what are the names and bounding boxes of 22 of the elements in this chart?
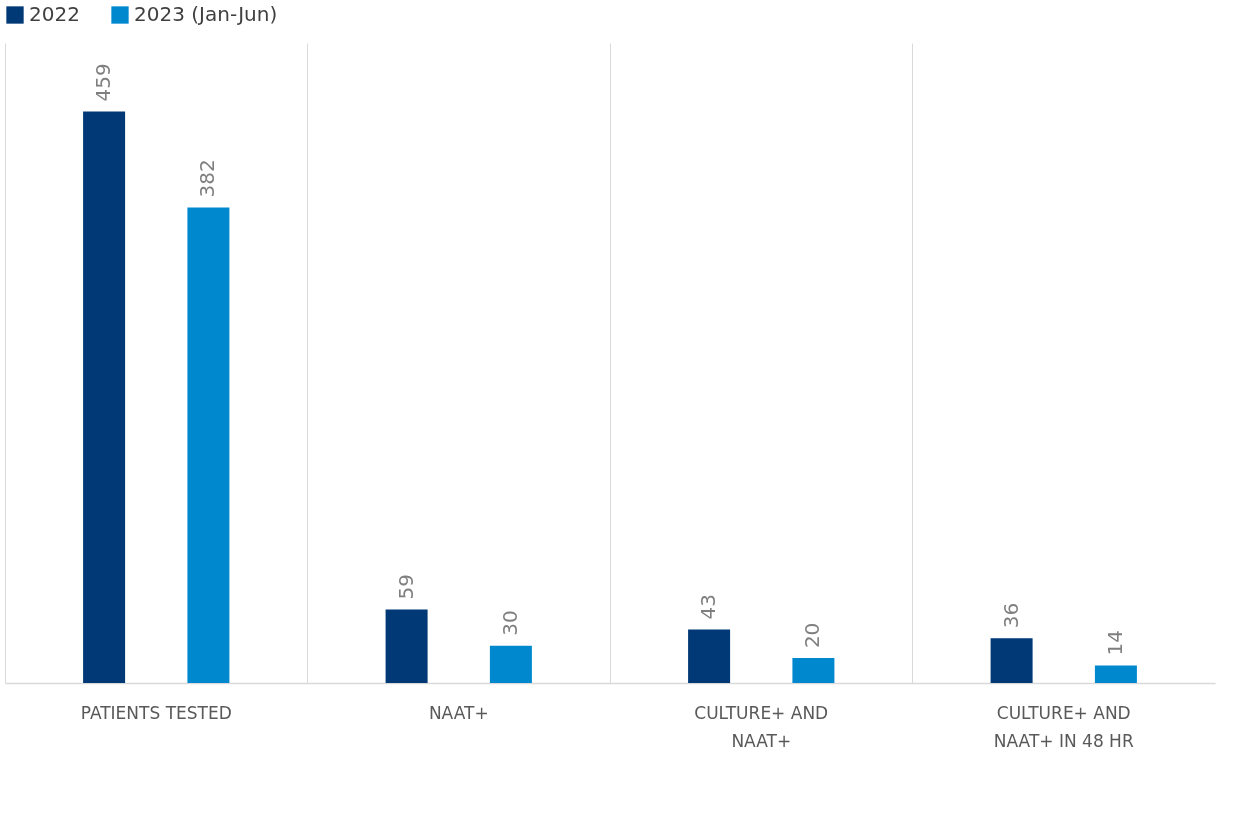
bar xyxy=(187,207,230,683)
data-label: 382 xyxy=(195,159,220,198)
bar xyxy=(688,629,731,683)
bar xyxy=(83,111,126,683)
x-tick-label: CULTURE+ AND NAAT+ xyxy=(694,702,829,751)
data-label: 459 xyxy=(91,63,116,102)
data-label: 43 xyxy=(696,594,721,620)
bar xyxy=(1094,665,1137,683)
bar xyxy=(385,609,428,683)
bar xyxy=(792,658,835,683)
x-tick-label: PATIENTS TESTED xyxy=(80,702,232,723)
x-tick-label: NAAT+ xyxy=(428,702,489,723)
legend-label: 2023 (Jan-Jun) xyxy=(134,2,278,26)
bar xyxy=(489,645,532,683)
x-tick-label: CULTURE+ AND NAAT+ IN 48 HR xyxy=(993,702,1134,751)
data-label: 59 xyxy=(393,574,418,600)
bar xyxy=(990,638,1033,683)
data-label: 36 xyxy=(998,602,1023,629)
data-label: 14 xyxy=(1102,630,1127,656)
data-label: 20 xyxy=(800,622,825,649)
data-label: 30 xyxy=(497,610,522,636)
legend-label: 2022 xyxy=(29,2,80,26)
